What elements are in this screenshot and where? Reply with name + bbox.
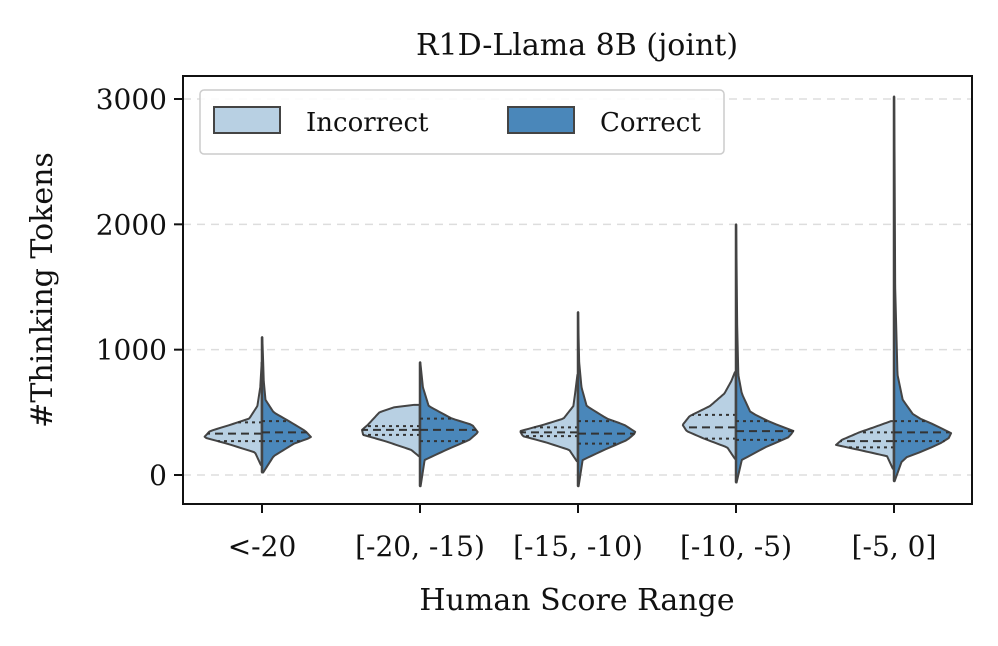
x-tick-label: [-10, -5) bbox=[680, 530, 792, 563]
violins bbox=[203, 95, 953, 488]
legend-swatch-incorrect bbox=[213, 106, 281, 134]
y-axis: 0 1000 2000 3000 bbox=[96, 83, 183, 492]
x-tick-label: [-5, 0] bbox=[852, 530, 937, 563]
legend-label-correct: Correct bbox=[600, 108, 701, 138]
x-axis-label: Human Score Range bbox=[419, 583, 734, 618]
violin-correct bbox=[893, 95, 953, 483]
y-tick-label: 3000 bbox=[96, 83, 167, 116]
y-tick-label: 0 bbox=[149, 459, 167, 492]
legend: Incorrect Correct bbox=[199, 89, 725, 155]
x-tick-label: [-15, -10) bbox=[513, 530, 643, 563]
chart-title: R1D-Llama 8B (joint) bbox=[416, 28, 738, 63]
legend-box bbox=[199, 89, 725, 155]
x-tick-label: <-20 bbox=[228, 530, 297, 563]
violin-incorrect bbox=[681, 371, 737, 460]
violin-correct bbox=[735, 223, 795, 484]
legend-swatch-correct bbox=[507, 106, 575, 134]
y-tick-label: 2000 bbox=[96, 208, 167, 241]
violin-correct bbox=[577, 311, 637, 488]
x-axis: <-20 [-20, -15) [-15, -10) [-10, -5) [-5, 0] bbox=[228, 504, 937, 563]
y-axis-label: #Thinking Tokens bbox=[25, 152, 60, 428]
violin-incorrect bbox=[203, 361, 263, 466]
violin-incorrect bbox=[519, 373, 579, 463]
violin-correct bbox=[261, 336, 312, 474]
legend-label-incorrect: Incorrect bbox=[306, 108, 429, 138]
x-tick-label: [-20, -15) bbox=[355, 530, 485, 563]
violin-correct bbox=[419, 361, 479, 488]
y-tick-label: 1000 bbox=[96, 334, 167, 367]
violin-incorrect bbox=[835, 420, 895, 470]
